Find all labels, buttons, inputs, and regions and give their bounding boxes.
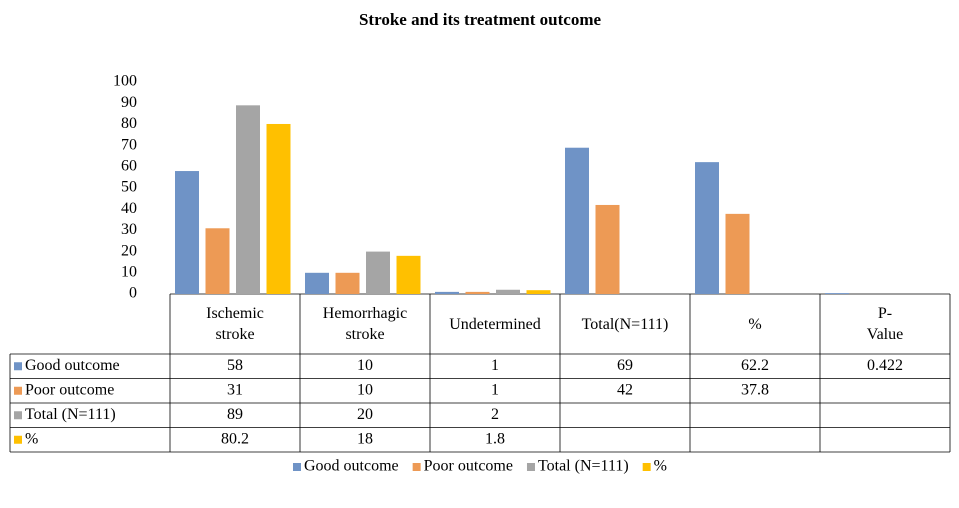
y-tick-label: 40 <box>121 200 137 217</box>
x-tick-label: Undetermined <box>449 315 541 333</box>
category-cell: % <box>748 315 762 333</box>
bar <box>825 293 849 294</box>
row-label: % <box>25 430 38 447</box>
table-value: 18 <box>357 430 373 447</box>
bar <box>435 291 459 294</box>
table-value: 1 <box>491 357 499 374</box>
bar <box>266 123 291 294</box>
y-tick-label: 60 <box>121 157 137 174</box>
legend-marker <box>642 463 651 471</box>
table-value: 1 <box>491 381 499 398</box>
bar <box>366 251 390 294</box>
table-value: 80.2 <box>221 430 249 447</box>
y-tick-label: 30 <box>121 221 137 238</box>
table-value: 89 <box>227 406 243 423</box>
table-value: 20 <box>357 406 373 423</box>
legend-marker <box>14 362 22 371</box>
category-cell: Hemorrhagic stroke <box>322 305 408 343</box>
category-cell: Total(N=111) <box>581 315 669 333</box>
legend-label: Good outcome <box>304 458 399 475</box>
legend-marker <box>412 463 421 471</box>
table-value: 69 <box>617 357 633 374</box>
x-tick-label: Hemorrhagic stroke <box>322 305 408 343</box>
legend: Good outcome Poor outcome Total (N=111)% <box>292 458 667 475</box>
bar <box>595 204 620 294</box>
bar <box>335 272 360 294</box>
y-tick-label: 90 <box>121 94 137 111</box>
y-tick-label: 80 <box>121 115 137 132</box>
table-value: 2 <box>491 406 499 423</box>
y-tick-label: 70 <box>121 136 137 153</box>
legend-marker <box>14 411 22 420</box>
table-value: 58 <box>227 357 243 374</box>
table-value: 1.8 <box>485 430 505 447</box>
table-value: 62.2 <box>741 357 769 374</box>
bar <box>175 171 199 294</box>
x-tick-label: Ischemic stroke <box>206 305 264 343</box>
legend-label: Total (N=111) <box>538 458 629 475</box>
x-tick-label: % <box>748 315 762 333</box>
legend-marker <box>14 435 22 444</box>
bar <box>236 105 260 294</box>
legend-label: % <box>654 458 667 475</box>
x-tick-label: P-Value <box>866 305 904 343</box>
bar <box>526 290 551 294</box>
y-tick-label: 20 <box>121 242 137 259</box>
bar <box>695 162 719 294</box>
bar <box>305 272 329 294</box>
bar <box>725 213 750 294</box>
table-value: 0.422 <box>867 357 903 374</box>
y-tick-label: 10 <box>121 263 137 280</box>
table-value: 10 <box>357 381 373 398</box>
bar <box>565 147 589 294</box>
legend-marker <box>526 463 535 471</box>
bar <box>396 255 421 294</box>
bar <box>465 291 490 294</box>
x-tick-label: Total(N=111) <box>581 315 669 333</box>
bar <box>496 289 520 294</box>
row-label: Poor outcome <box>25 381 114 398</box>
legend-marker <box>14 386 22 395</box>
row-label: Good outcome <box>25 357 120 374</box>
y-tick-label: 100 <box>113 73 137 90</box>
row-label: Total (N=111) <box>25 406 116 423</box>
chart-title: Stroke and its treatment outcome <box>359 10 602 29</box>
y-tick-label: 50 <box>121 179 137 196</box>
table-value: 42 <box>617 381 633 398</box>
legend-label: Poor outcome <box>424 458 513 475</box>
legend-marker <box>292 463 301 471</box>
category-cell: Undetermined <box>449 315 541 333</box>
category-cell: P-Value <box>866 305 904 343</box>
category-cell: Ischemic stroke <box>206 305 264 343</box>
table-value: 37.8 <box>741 381 769 398</box>
y-tick-label: 0 <box>129 285 137 302</box>
bar <box>205 228 230 294</box>
table-value: 31 <box>227 381 243 398</box>
table-value: 10 <box>357 357 373 374</box>
